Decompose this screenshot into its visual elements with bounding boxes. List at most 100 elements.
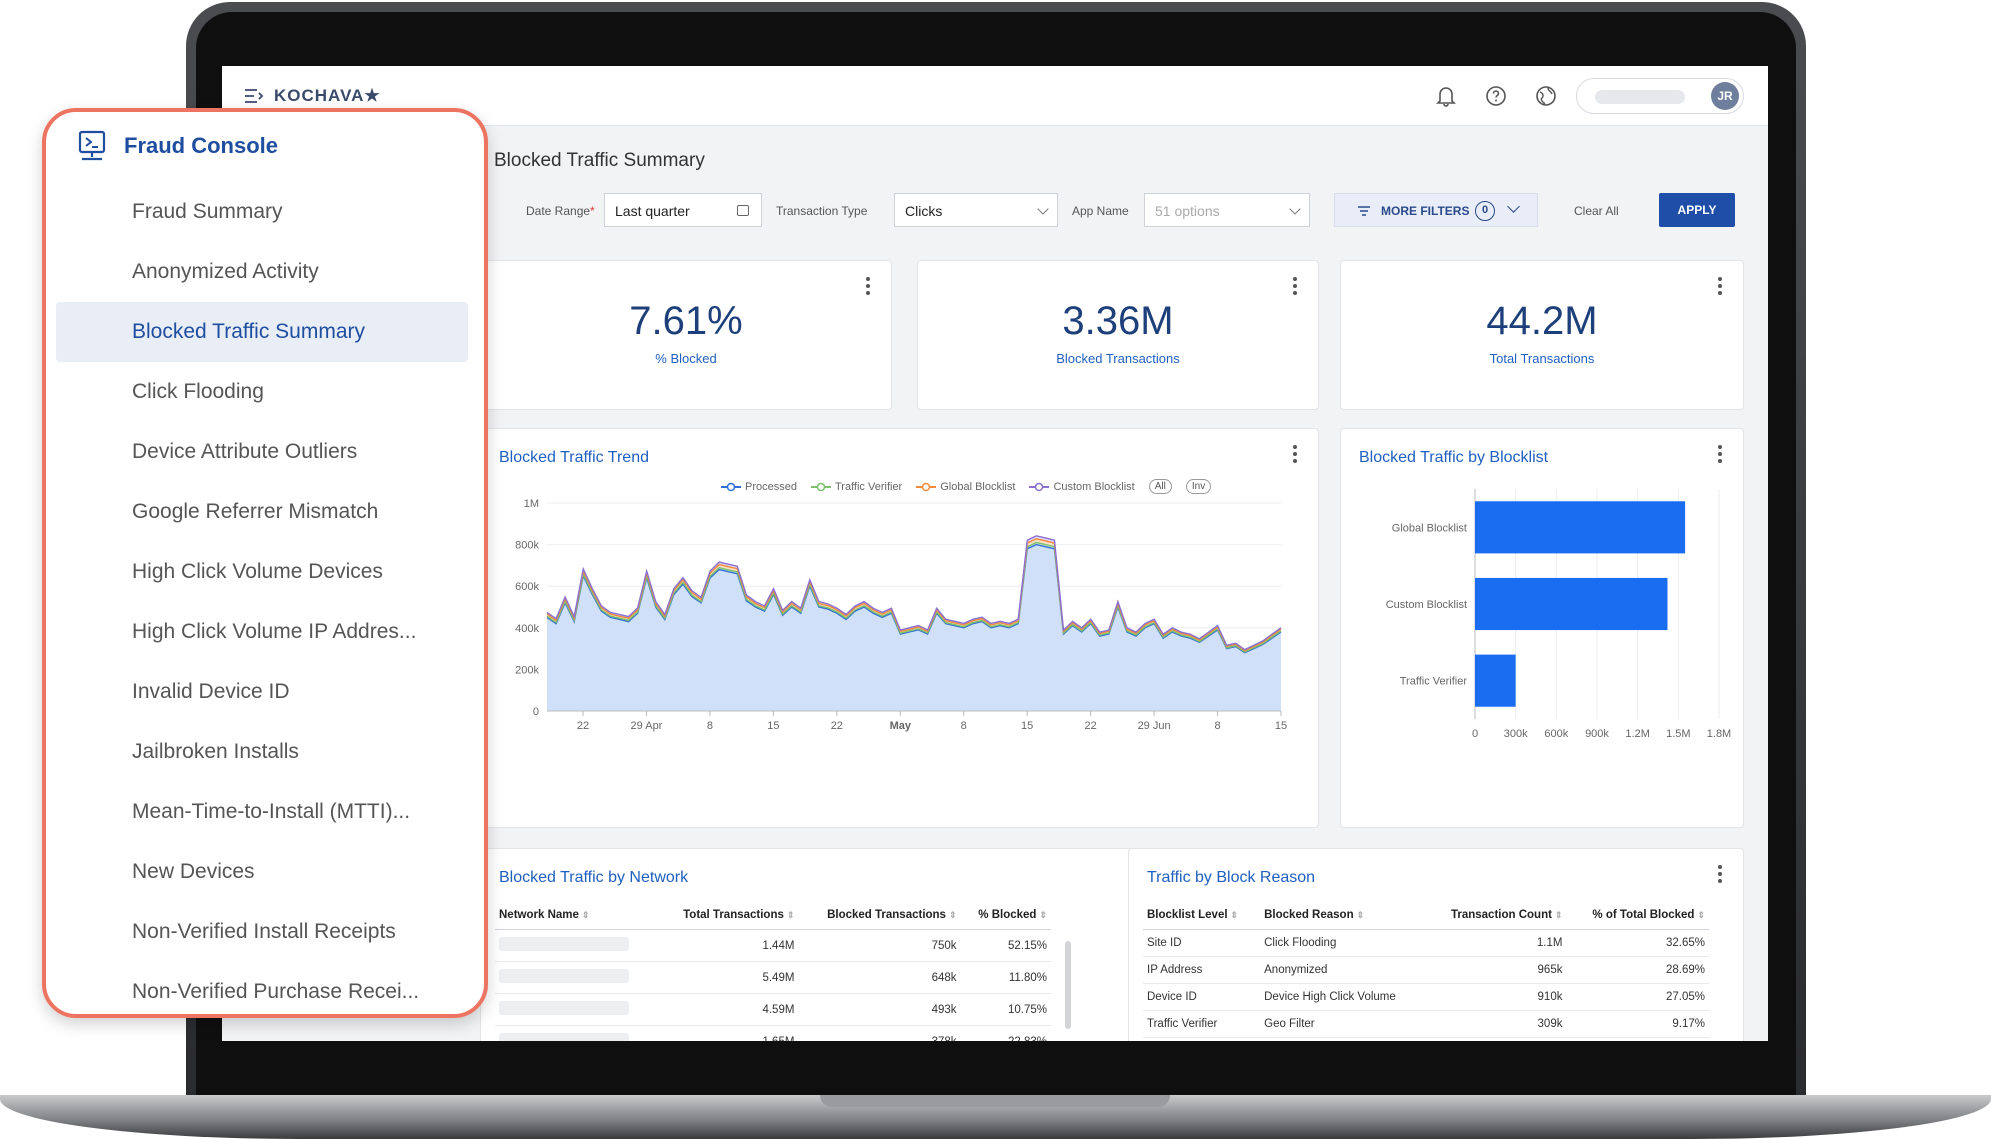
x-tick-label: 8: [961, 720, 967, 732]
network-name-redacted: [499, 937, 629, 951]
nav-panel-header[interactable]: Fraud Console: [78, 130, 278, 162]
table-row: 1.44M 750k 52.15%: [495, 929, 1051, 962]
legend-item-custom-blocklist[interactable]: Custom Blocklist: [1029, 481, 1135, 493]
bar[interactable]: [1475, 654, 1516, 707]
kebab-menu-icon[interactable]: [1292, 445, 1298, 463]
app-header: KOCHAVA★ JR: [222, 66, 1768, 126]
chevron-down-icon: [1037, 203, 1049, 215]
chevron-down-icon: [1289, 203, 1301, 215]
table-scrollbar[interactable]: [1065, 941, 1071, 1029]
kebab-menu-icon[interactable]: [1717, 865, 1723, 883]
table-row: 1.65M378k22.83%: [495, 1025, 1051, 1041]
column-header[interactable]: Transaction Count ⇕: [1425, 901, 1567, 930]
column-header[interactable]: Blocklist Level ⇕: [1143, 901, 1261, 930]
filter-icon: [1358, 206, 1370, 216]
app-name-select[interactable]: 51 options: [1144, 193, 1310, 227]
page-title: Blocked Traffic Summary: [494, 150, 705, 171]
x-tick-label: 0: [1472, 728, 1478, 740]
transaction-type-select[interactable]: Clicks: [894, 193, 1058, 227]
legend-item-processed[interactable]: Processed: [721, 481, 797, 493]
card-title: Blocked Traffic Trend: [499, 449, 649, 466]
bell-icon[interactable]: [1434, 84, 1458, 108]
x-tick-label: 300k: [1504, 728, 1528, 740]
x-tick-label: 1.2M: [1625, 728, 1649, 740]
nav-item[interactable]: Non-Verified Purchase Recei...: [132, 980, 420, 1003]
kpi-value: 3.36M: [1062, 299, 1174, 343]
blocked-traffic-trend-card: Blocked Traffic Trend Processed Traffic …: [480, 428, 1319, 828]
legend-item-global-blocklist[interactable]: Global Blocklist: [916, 481, 1015, 493]
network-name-redacted: [499, 1033, 629, 1041]
table-row: 4.59M 493k 10.75%: [495, 993, 1051, 1026]
column-header[interactable]: Blocked Transactions ⇕: [798, 901, 961, 930]
y-tick-label: 200k: [515, 664, 539, 676]
bar[interactable]: [1475, 501, 1686, 554]
column-header[interactable]: Blocked Reason ⇕: [1260, 901, 1426, 930]
kpi-label: % Blocked: [655, 351, 717, 366]
column-header[interactable]: Network Name ⇕: [495, 901, 658, 930]
kpi-card-total-transactions: 44.2M Total Transactions: [1340, 260, 1744, 410]
user-menu[interactable]: JR: [1576, 78, 1744, 114]
legend-toggle-inv[interactable]: Inv: [1185, 479, 1212, 494]
x-tick-label: 8: [1214, 720, 1220, 732]
category-label: Global Blocklist: [1392, 522, 1467, 534]
app-name-label: App Name: [1072, 204, 1129, 218]
help-icon[interactable]: [1484, 84, 1508, 108]
kpi-value: 7.61%: [629, 299, 743, 343]
nav-item[interactable]: Blocked Traffic Summary: [56, 302, 468, 362]
nav-item[interactable]: Click Flooding: [132, 380, 264, 403]
network-table: Network Name ⇕ Total Transactions ⇕ Blocke…: [495, 901, 1051, 1041]
nav-item[interactable]: Anonymized Activity: [132, 260, 319, 283]
kebab-menu-icon[interactable]: [1717, 445, 1723, 463]
legend-toggle-all[interactable]: All: [1148, 479, 1172, 494]
card-title: Traffic by Block Reason: [1147, 869, 1316, 886]
table-row: Site ID Click Flooding 1.1M 32.65%: [1143, 929, 1709, 957]
menu-collapse-icon[interactable]: [244, 88, 264, 104]
nav-item[interactable]: High Click Volume Devices: [132, 560, 383, 583]
column-header[interactable]: % Blocked ⇕: [960, 901, 1051, 930]
more-filters-button[interactable]: MORE FILTERS 0: [1334, 193, 1538, 227]
kebab-menu-icon[interactable]: [865, 277, 871, 295]
kpi-label: Total Transactions: [1489, 351, 1595, 366]
nav-item[interactable]: High Click Volume IP Addres...: [132, 620, 417, 643]
user-name-redacted: [1595, 90, 1685, 104]
series-line: [546, 541, 1282, 653]
category-label: Traffic Verifier: [1400, 676, 1468, 688]
nav-item[interactable]: Non-Verified Install Receipts: [132, 920, 396, 943]
y-tick-label: 1M: [524, 498, 539, 510]
nav-item[interactable]: Fraud Summary: [132, 200, 283, 223]
table-row: 5.49M 648k 11.80%: [495, 961, 1051, 994]
legend-marker-icon: [1029, 482, 1050, 491]
blocklist-bar-chart: 0 300k 600k 900k 1.2M 1.5M 1.8M Global Blocklis…: [1386, 489, 1731, 740]
y-tick-label: 800k: [515, 540, 539, 552]
bar[interactable]: [1475, 577, 1668, 631]
traffic-by-block-reason-card: Traffic by Block Reason Blocklist Level ⇕…: [1128, 848, 1744, 1041]
date-range-select[interactable]: Last quarter: [604, 193, 762, 227]
kebab-menu-icon[interactable]: [1717, 277, 1723, 295]
chart-legend: Processed Traffic Verifier Global Blockl…: [721, 479, 1212, 494]
column-header[interactable]: % of Total Blocked ⇕: [1566, 901, 1709, 930]
x-tick-label: 22: [831, 720, 843, 732]
nav-item[interactable]: Mean-Time-to-Install (MTTI)...: [132, 800, 411, 823]
nav-item[interactable]: Jailbroken Installs: [132, 740, 299, 763]
category-label: Custom Blocklist: [1386, 599, 1467, 611]
date-range-label: Date Range*: [526, 204, 595, 218]
column-header[interactable]: Total Transactions ⇕: [657, 901, 799, 930]
table-row: Traffic Verifier Geo Filter 309k 9.17%: [1143, 1010, 1709, 1038]
nav-item[interactable]: Invalid Device ID: [132, 680, 290, 703]
nav-item[interactable]: Google Referrer Mismatch: [132, 500, 379, 523]
legend-item-traffic-verifier[interactable]: Traffic Verifier: [810, 481, 902, 493]
blocked-traffic-by-blocklist-card: Blocked Traffic by Blocklist 0 300k 600k 90…: [1340, 428, 1744, 828]
laptop-notch: [820, 1095, 1170, 1107]
nav-item[interactable]: Device Attribute Outliers: [132, 440, 358, 463]
x-tick-label: 8: [707, 720, 713, 732]
apply-button[interactable]: APPLY: [1659, 193, 1735, 227]
nav-item[interactable]: New Devices: [132, 860, 255, 883]
x-tick-label: 1.5M: [1666, 728, 1690, 740]
x-tick-label: 22: [577, 720, 589, 732]
legend-marker-icon: [810, 482, 831, 491]
clear-all-link[interactable]: Clear All: [1574, 204, 1619, 218]
kebab-menu-icon[interactable]: [1292, 277, 1298, 295]
globe-icon[interactable]: [1534, 84, 1558, 108]
header-actions: [1434, 84, 1558, 108]
